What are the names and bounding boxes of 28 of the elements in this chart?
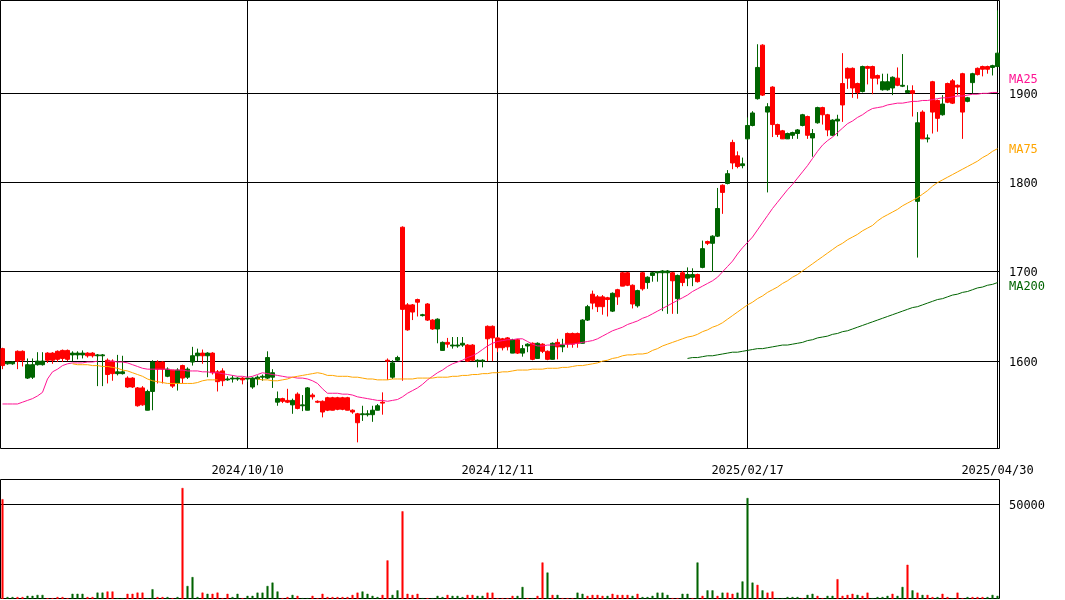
candlestick — [205, 351, 210, 378]
candlestick — [380, 391, 385, 416]
candlestick — [435, 317, 440, 344]
candlestick — [910, 84, 915, 118]
candlestick — [940, 94, 945, 117]
candlestick — [355, 412, 360, 443]
candlestick — [720, 183, 725, 215]
line-series — [687, 282, 998, 359]
x-tick-label: 2024/12/11 — [461, 462, 534, 477]
candlestick — [900, 53, 905, 88]
x-tick-label: 2025/02/17 — [711, 462, 784, 477]
y-tick-label: 1600 — [1008, 354, 1038, 369]
candlestick — [670, 271, 675, 315]
candlestick — [840, 52, 845, 123]
x-tick-label: 2025/04/30 — [961, 462, 1034, 477]
x-tick-label: 2024/10/10 — [211, 462, 284, 477]
candlestick — [700, 240, 705, 269]
y-tick-label: 1700 — [1008, 265, 1038, 280]
y-tick-label: 50000 — [1008, 498, 1046, 513]
candlestick — [675, 274, 680, 315]
series-label: MA200 — [1008, 278, 1046, 293]
series-label: MA25 — [1008, 72, 1038, 87]
candlestick — [810, 128, 815, 158]
y-tick-label: 1800 — [1008, 176, 1038, 191]
y-tick-label: 1900 — [1008, 86, 1038, 101]
candlestick — [385, 357, 390, 381]
series-label: MA75 — [1008, 141, 1038, 156]
candlestick — [765, 102, 770, 193]
